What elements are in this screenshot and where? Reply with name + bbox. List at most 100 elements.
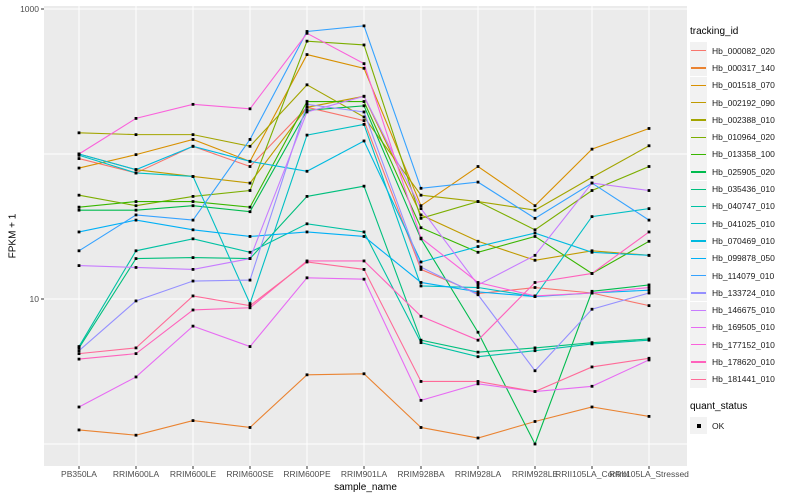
data-point bbox=[248, 302, 252, 305]
data-point bbox=[419, 226, 423, 230]
data-point bbox=[362, 24, 366, 28]
legend-entry-Hb_002388_010: Hb_002388_010 bbox=[690, 111, 800, 129]
x-tick-label: RRII105LA_Control bbox=[555, 469, 629, 479]
y-tick-label: 1000 bbox=[20, 4, 39, 14]
data-point bbox=[533, 294, 537, 298]
legend-entry-Hb_181441_010: Hb_181441_010 bbox=[690, 370, 800, 388]
legend-key-line-icon bbox=[690, 284, 707, 302]
legend-key-line-icon bbox=[690, 249, 707, 267]
legend-entry-Hb_002192_090: Hb_002192_090 bbox=[690, 94, 800, 112]
data-point bbox=[248, 257, 252, 260]
data-point bbox=[305, 230, 309, 234]
data-point bbox=[590, 365, 594, 369]
legend-entry-label: Hb_001518_070 bbox=[712, 80, 775, 91]
data-point bbox=[77, 208, 81, 212]
legend-entry-label: Hb_041025_010 bbox=[712, 218, 775, 229]
data-point bbox=[533, 208, 537, 212]
legend-title-tracking-id: tracking_id bbox=[690, 26, 739, 37]
data-point bbox=[590, 147, 594, 151]
data-point bbox=[134, 249, 138, 253]
data-point bbox=[248, 181, 252, 185]
legend-key-line-icon bbox=[690, 318, 707, 336]
data-point bbox=[191, 268, 195, 271]
data-point bbox=[419, 207, 423, 211]
legend-key-line-icon bbox=[690, 336, 707, 354]
legend-key-line-icon bbox=[690, 128, 707, 146]
data-point bbox=[476, 380, 480, 383]
legend-key-line-icon bbox=[690, 370, 707, 388]
data-point bbox=[248, 235, 252, 238]
data-point bbox=[533, 228, 537, 232]
legend-entry-label: Hb_002192_090 bbox=[712, 97, 775, 108]
data-point bbox=[305, 30, 309, 33]
legend-key-line-icon bbox=[690, 59, 707, 77]
data-point bbox=[191, 195, 195, 198]
data-point bbox=[77, 230, 81, 234]
data-point bbox=[647, 283, 651, 287]
x-axis-title: sample_name bbox=[334, 482, 397, 493]
data-point bbox=[191, 237, 195, 241]
data-point bbox=[533, 286, 537, 289]
data-point bbox=[419, 265, 423, 269]
data-point bbox=[647, 207, 651, 211]
data-point bbox=[248, 250, 252, 254]
legend: tracking_id Hb_000082_020 Hb_000317_140 Hb… bbox=[690, 26, 800, 435]
legend-entry-Hb_114079_010: Hb_114079_010 bbox=[690, 267, 800, 284]
legend-entry-Hb_000317_140: Hb_000317_140 bbox=[690, 59, 800, 77]
data-point bbox=[362, 62, 366, 66]
data-point bbox=[248, 306, 252, 310]
legend-key-line-icon bbox=[690, 180, 707, 198]
legend-key-line-icon bbox=[690, 76, 707, 94]
data-point bbox=[248, 426, 252, 429]
legend-entry-Hb_177152_010: Hb_177152_010 bbox=[690, 336, 800, 354]
data-point bbox=[191, 200, 195, 203]
data-point bbox=[647, 304, 651, 308]
data-point bbox=[248, 189, 252, 192]
data-point bbox=[77, 131, 81, 135]
data-point bbox=[647, 291, 651, 295]
data-point bbox=[191, 294, 195, 298]
x-tick-label: RRIM600LE bbox=[170, 469, 217, 479]
data-point bbox=[248, 345, 252, 348]
data-point bbox=[476, 165, 480, 168]
data-point bbox=[647, 288, 651, 292]
data-point bbox=[362, 110, 366, 114]
x-tick-label: RRIM928LA bbox=[455, 469, 502, 479]
data-point bbox=[77, 152, 81, 156]
data-point bbox=[77, 264, 81, 267]
data-point bbox=[476, 338, 480, 342]
legend-entry-Hb_010964_020: Hb_010964_020 bbox=[690, 128, 800, 146]
black-square-point-icon bbox=[690, 417, 707, 435]
data-point bbox=[362, 43, 366, 47]
legend-entry-Hb_001518_070: Hb_001518_070 bbox=[690, 76, 800, 94]
data-point bbox=[419, 338, 423, 342]
legend-entry-label: Hb_114079_010 bbox=[712, 270, 775, 281]
data-point bbox=[419, 193, 423, 197]
data-point bbox=[533, 420, 537, 423]
data-point bbox=[362, 268, 366, 271]
x-tick-label: RRIM600LA bbox=[113, 469, 160, 479]
line-chart-panel: 1000 10 PB350LA RRIM600LA RRIM600LE RRIM600SE… bbox=[20, 4, 689, 479]
x-tick-label: RRIM928BA bbox=[397, 469, 445, 479]
legend-entry-label: Hb_013358_100 bbox=[712, 149, 775, 160]
data-point bbox=[647, 127, 651, 130]
data-point bbox=[305, 169, 309, 173]
data-point bbox=[305, 39, 309, 43]
data-point bbox=[590, 289, 594, 293]
legend-key-line-icon bbox=[690, 353, 707, 371]
data-point bbox=[191, 279, 195, 283]
legend-entry-Hb_013358_100: Hb_013358_100 bbox=[690, 145, 800, 163]
data-point bbox=[419, 260, 423, 264]
data-point bbox=[476, 286, 480, 289]
data-point bbox=[647, 338, 651, 342]
data-point bbox=[362, 230, 366, 234]
data-point bbox=[590, 181, 594, 185]
data-point bbox=[476, 200, 480, 203]
data-point bbox=[419, 398, 423, 402]
legend-entry-Hb_178620_010: Hb_178620_010 bbox=[690, 353, 800, 371]
data-point bbox=[305, 108, 309, 112]
legend-entry-label: Hb_178620_010 bbox=[712, 356, 775, 367]
quant-status-label: OK bbox=[712, 420, 725, 431]
data-point bbox=[419, 216, 423, 220]
data-point bbox=[134, 200, 138, 203]
